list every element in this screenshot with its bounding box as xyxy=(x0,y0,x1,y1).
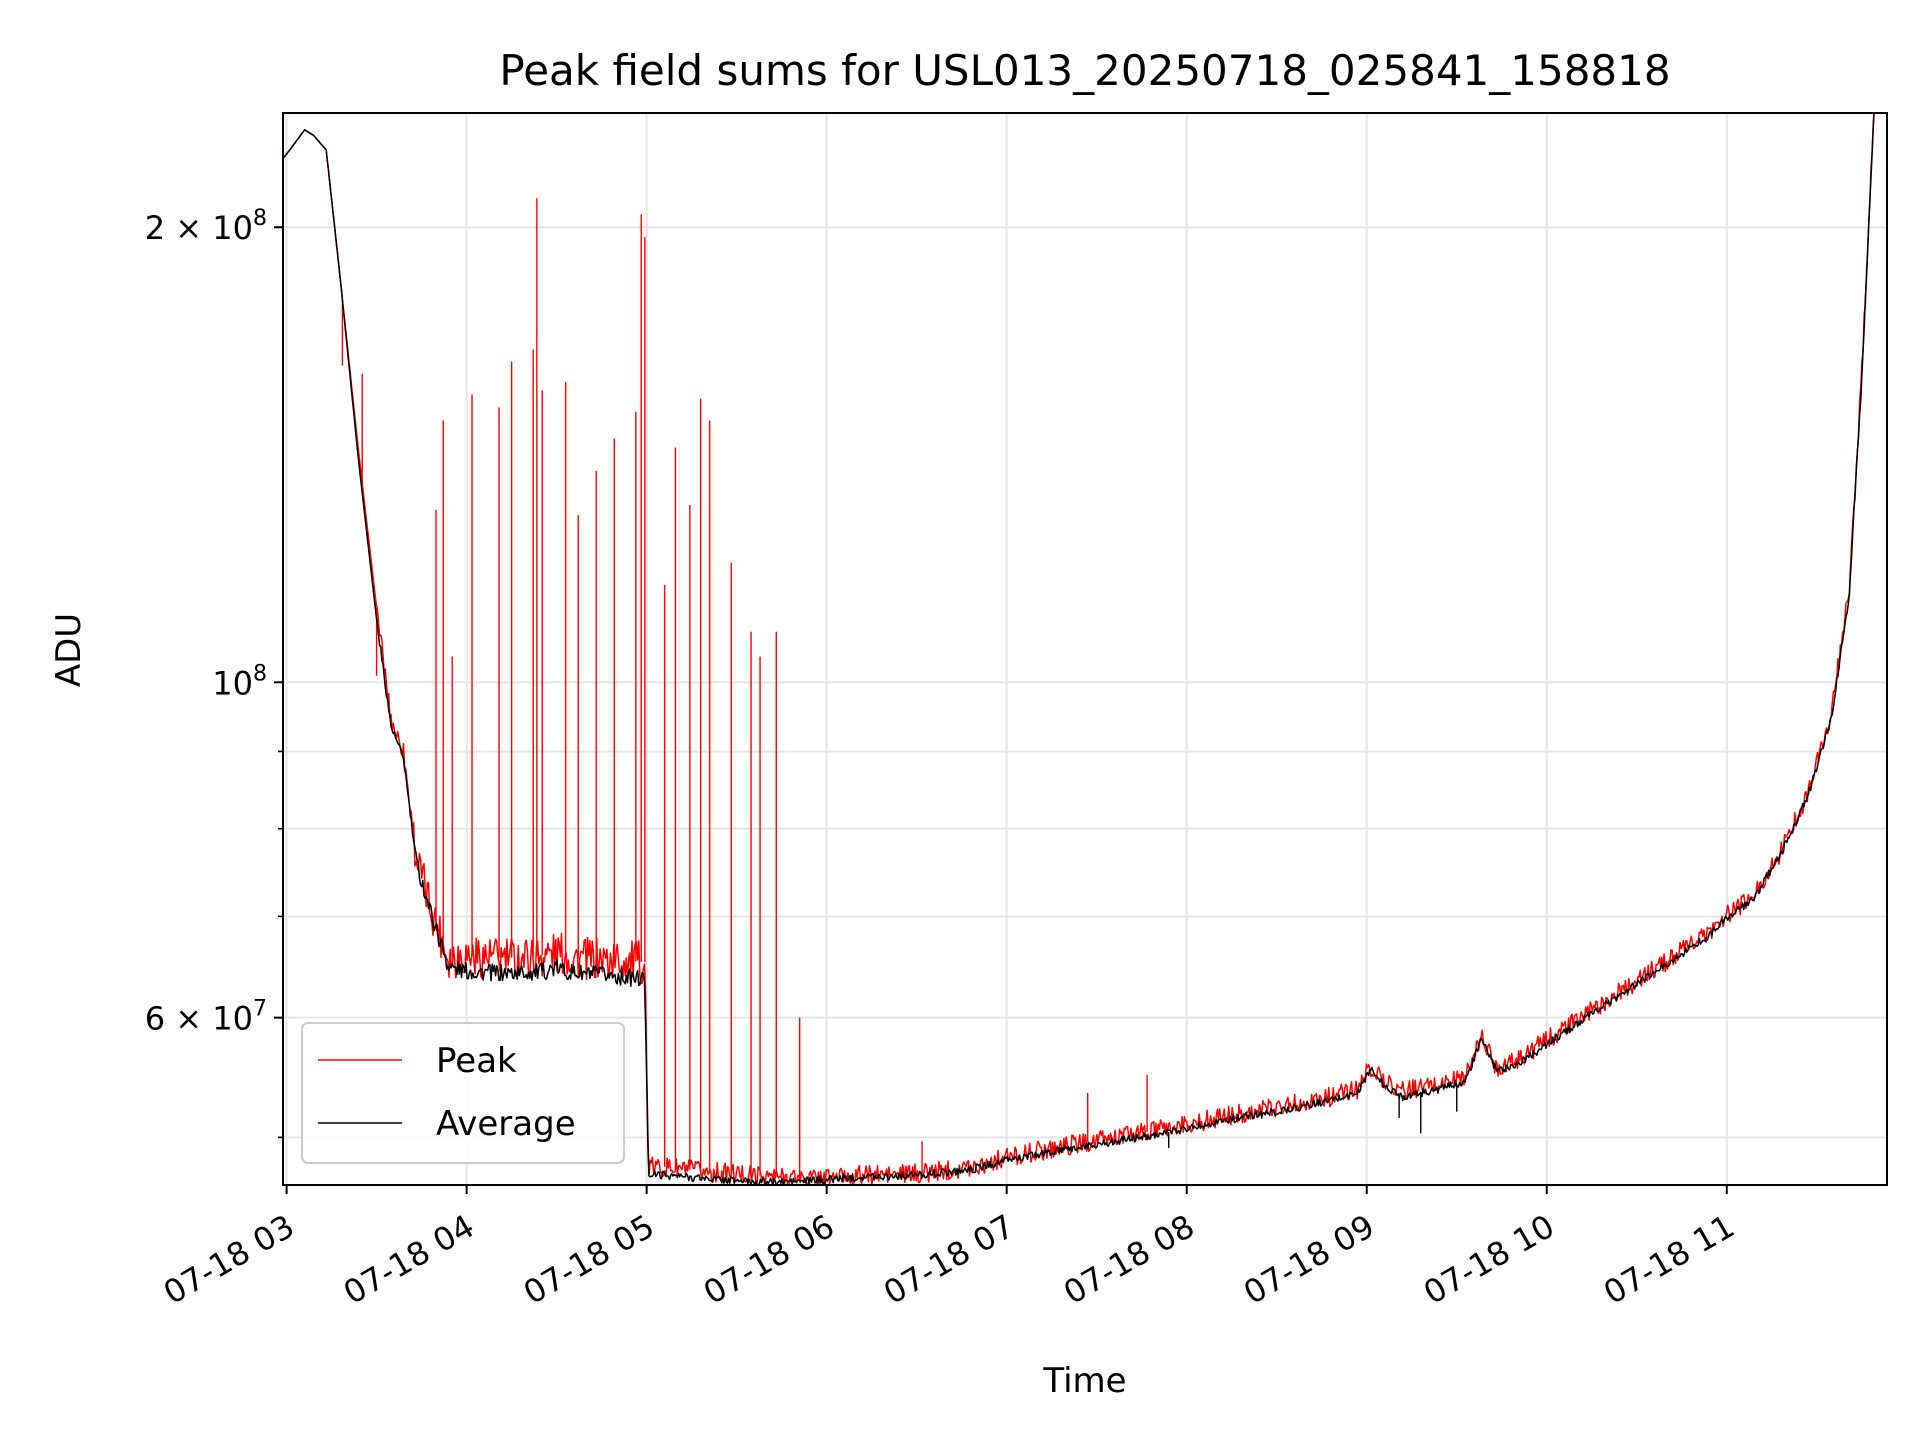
y-axis-title: ADU xyxy=(49,613,89,687)
average-line xyxy=(283,113,1875,1185)
grid xyxy=(283,113,1887,1185)
legend-peak-label: Peak xyxy=(436,1041,517,1081)
peak-line xyxy=(283,113,1875,1185)
x-axis-title: Time xyxy=(1042,1361,1126,1401)
y-tick-label: 2 × 108 xyxy=(145,206,267,247)
y-tick-label: 6 × 107 xyxy=(145,997,267,1038)
series-layer xyxy=(283,113,1875,1185)
chart-title: Peak field sums for USL013_20250718_0258… xyxy=(499,46,1670,95)
plot-frame xyxy=(282,112,1888,1186)
legend-average-label: Average xyxy=(436,1104,576,1144)
y-axis-ticks: 2 × 108 108 6 × 107 xyxy=(145,206,283,1139)
legend-box xyxy=(301,1022,625,1164)
y-tick-label: 108 xyxy=(212,661,267,702)
legend: Peak Average xyxy=(301,1022,625,1164)
